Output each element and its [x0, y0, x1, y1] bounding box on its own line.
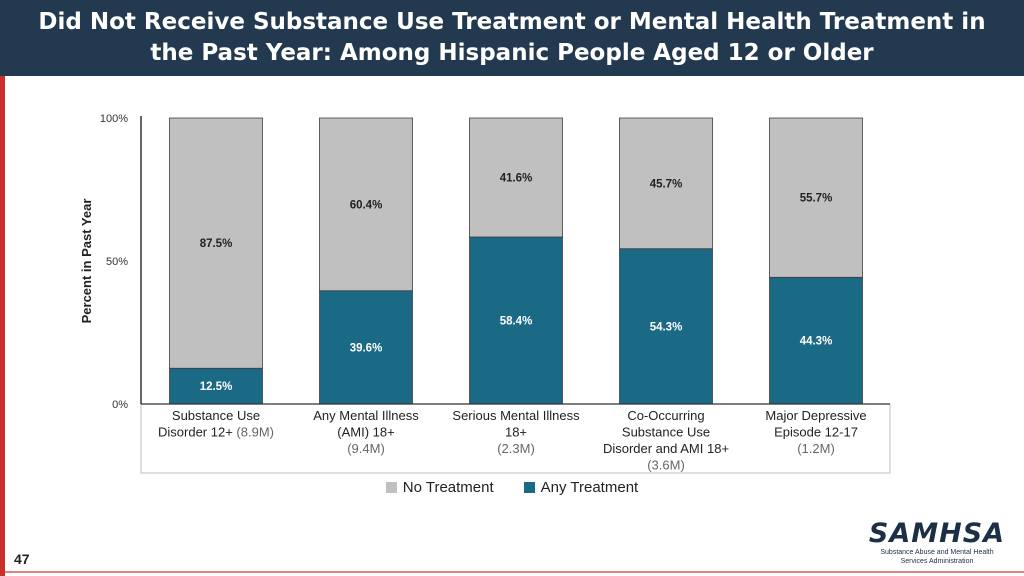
logo-subtitle-1: Substance Abuse and Mental Health	[880, 549, 994, 556]
category-label: Major Depressive	[765, 408, 866, 423]
y-tick-label: 100%	[100, 113, 128, 125]
bottom-rule	[0, 571, 1024, 573]
data-label-any-treatment: 58.4%	[500, 315, 533, 327]
category-label: Substance Use	[172, 408, 260, 423]
title-line-1: Did Not Receive Substance Use Treatment …	[38, 9, 986, 35]
category-count: (1.2M)	[797, 441, 835, 456]
data-label-no-treatment: 55.7%	[800, 193, 833, 205]
bar-no-treatment	[619, 117, 713, 250]
bar-no-treatment	[769, 117, 863, 278]
legend-swatch-no-treatment	[385, 482, 397, 493]
category-count: (9.4M)	[347, 441, 385, 456]
title-banner: Did Not Receive Substance Use Treatment …	[0, 0, 1024, 76]
data-label-any-treatment: 39.6%	[350, 342, 383, 354]
legend-label-any-treatment: Any Treatment	[540, 479, 639, 496]
data-label-no-treatment: 60.4%	[350, 199, 383, 211]
samhsa-logo: SAMHSA Substance Abuse and Mental Health…	[862, 520, 1012, 566]
bar-any-treatment	[319, 290, 413, 405]
category-count: (2.3M)	[497, 441, 535, 456]
bar-any-treatment	[619, 248, 713, 405]
bar-no-treatment	[469, 117, 563, 238]
category-label: Disorder and AMI 18+	[603, 441, 729, 456]
category-label: Serious Mental Illness	[452, 408, 580, 423]
data-label-no-treatment: 45.7%	[650, 178, 683, 190]
legend-label-no-treatment: No Treatment	[402, 479, 494, 496]
y-axis-title: Percent in Past Year	[79, 199, 94, 324]
data-label-any-treatment: 44.3%	[800, 336, 833, 348]
page-title: Did Not Receive Substance Use Treatment …	[20, 7, 1004, 69]
category-label: Substance Use	[622, 425, 710, 440]
y-tick-label: 0%	[112, 399, 128, 411]
data-label-any-treatment: 54.3%	[650, 321, 683, 333]
category-count: (3.6M)	[647, 458, 685, 473]
bar-no-treatment	[169, 117, 263, 369]
left-accent-bar	[0, 0, 5, 576]
data-label-any-treatment: 12.5%	[200, 381, 233, 393]
category-label: Episode 12-17	[774, 425, 858, 440]
legend-item-no-treatment: No Treatment	[385, 479, 494, 496]
category-label: Disorder 12+ (8.9M)	[158, 425, 274, 440]
data-label-no-treatment: 41.6%	[500, 172, 533, 184]
bar-any-treatment	[469, 236, 563, 405]
y-tick-label: 50%	[106, 256, 128, 268]
category-label: (AMI) 18+	[337, 425, 394, 440]
logo-wordmark: SAMHSA	[868, 518, 1006, 549]
legend-swatch-any-treatment	[523, 482, 535, 493]
category-label: 18+	[505, 425, 527, 440]
category-label: Co-Occurring	[627, 408, 704, 423]
chart-legend: No Treatment Any Treatment	[0, 479, 1024, 496]
title-line-2: the Past Year: Among Hispanic People Age…	[150, 40, 874, 66]
page-number: 47	[14, 551, 30, 567]
bar-any-treatment	[769, 276, 863, 405]
logo-subtitle-2: Services Administration	[900, 558, 974, 565]
bar-no-treatment	[319, 117, 413, 292]
legend-item-any-treatment: Any Treatment	[523, 479, 639, 496]
category-label: Any Mental Illness	[313, 408, 419, 423]
data-label-no-treatment: 87.5%	[200, 238, 233, 250]
